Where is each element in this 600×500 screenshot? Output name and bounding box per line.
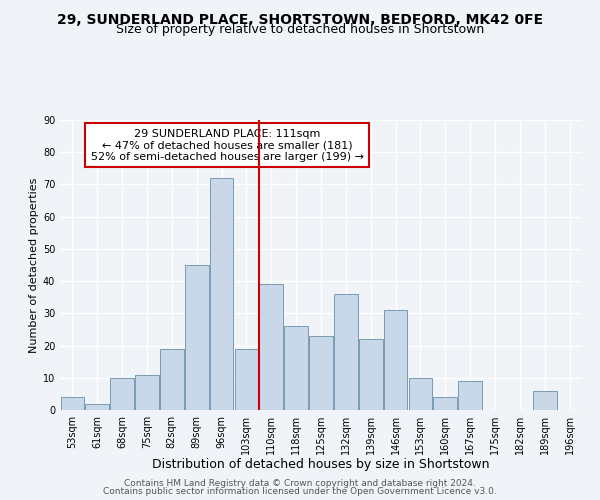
Bar: [61, 397, 84, 410]
Text: Size of property relative to detached houses in Shortstown: Size of property relative to detached ho…: [116, 24, 484, 36]
Bar: [259, 284, 283, 410]
Bar: [210, 178, 233, 410]
Bar: [433, 397, 457, 410]
Y-axis label: Number of detached properties: Number of detached properties: [29, 178, 38, 352]
X-axis label: Distribution of detached houses by size in Shortstown: Distribution of detached houses by size …: [152, 458, 490, 471]
Text: 29, SUNDERLAND PLACE, SHORTSTOWN, BEDFORD, MK42 0FE: 29, SUNDERLAND PLACE, SHORTSTOWN, BEDFOR…: [57, 12, 543, 26]
Bar: [235, 349, 258, 410]
Bar: [359, 339, 383, 410]
Text: Contains HM Land Registry data © Crown copyright and database right 2024.: Contains HM Land Registry data © Crown c…: [124, 478, 476, 488]
Bar: [135, 374, 159, 410]
Bar: [309, 336, 333, 410]
Bar: [458, 381, 482, 410]
Bar: [284, 326, 308, 410]
Bar: [334, 294, 358, 410]
Text: Contains public sector information licensed under the Open Government Licence v3: Contains public sector information licen…: [103, 487, 497, 496]
Bar: [185, 265, 209, 410]
Text: 29 SUNDERLAND PLACE: 111sqm
← 47% of detached houses are smaller (181)
52% of se: 29 SUNDERLAND PLACE: 111sqm ← 47% of det…: [91, 128, 364, 162]
Bar: [110, 378, 134, 410]
Bar: [160, 349, 184, 410]
Bar: [533, 390, 557, 410]
Bar: [384, 310, 407, 410]
Bar: [85, 404, 109, 410]
Bar: [409, 378, 432, 410]
